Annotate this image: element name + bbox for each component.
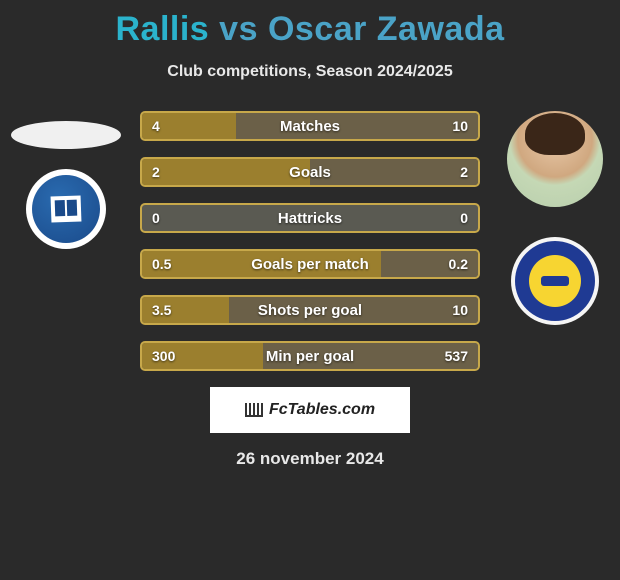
stat-row: 0.5 Goals per match 0.2	[140, 249, 480, 279]
stat-value-right: 0	[460, 210, 468, 226]
player1-photo	[11, 121, 121, 149]
heerenveen-icon	[32, 175, 100, 243]
stat-label: Matches	[280, 118, 340, 135]
player2-name: Oscar Zawada	[268, 10, 505, 48]
stat-value-left: 0.5	[152, 256, 171, 272]
comparison-content: 4 Matches 10 2 Goals 2 0 Hattricks 0 0.5 Goals per…	[0, 111, 620, 371]
stat-row: 4 Matches 10	[140, 111, 480, 141]
comparison-title: Rallis vs Oscar Zawada	[0, 0, 620, 49]
stat-bars: 4 Matches 10 2 Goals 2 0 Hattricks 0 0.5 Goals per…	[140, 111, 480, 371]
stat-value-right: 10	[452, 118, 468, 134]
stat-value-right: 537	[445, 348, 468, 364]
stat-value-left: 4	[152, 118, 160, 134]
vs-text: vs	[219, 10, 258, 48]
right-column	[497, 111, 612, 325]
stat-label: Goals per match	[251, 256, 369, 273]
bar-fill-right	[310, 159, 478, 185]
waalwijk-icon	[515, 241, 595, 321]
stat-row: 0 Hattricks 0	[140, 203, 480, 233]
player1-name: Rallis	[115, 10, 209, 48]
stat-label: Shots per goal	[258, 302, 362, 319]
bar-fill-left	[142, 159, 310, 185]
stat-value-left: 2	[152, 164, 160, 180]
date-text: 26 november 2024	[0, 449, 620, 469]
stat-value-right: 2	[460, 164, 468, 180]
stat-label: Hattricks	[278, 210, 342, 227]
brand-text: FcTables.com	[269, 401, 375, 419]
left-column	[8, 111, 123, 249]
bar-fill-right	[236, 113, 478, 139]
subtitle: Club competitions, Season 2024/2025	[0, 63, 620, 81]
stat-row: 2 Goals 2	[140, 157, 480, 187]
stat-value-right: 10	[452, 302, 468, 318]
stat-value-left: 3.5	[152, 302, 171, 318]
stat-value-right: 0.2	[449, 256, 468, 272]
club-badge-right	[511, 237, 599, 325]
stat-row: 3.5 Shots per goal 10	[140, 295, 480, 325]
brand-badge: FcTables.com	[210, 387, 410, 433]
stat-value-left: 0	[152, 210, 160, 226]
stat-label: Min per goal	[266, 348, 354, 365]
fctables-icon	[245, 403, 263, 417]
stat-label: Goals	[289, 164, 331, 181]
stat-row: 300 Min per goal 537	[140, 341, 480, 371]
player2-photo	[507, 111, 603, 207]
club-badge-left	[26, 169, 106, 249]
stat-value-left: 300	[152, 348, 175, 364]
